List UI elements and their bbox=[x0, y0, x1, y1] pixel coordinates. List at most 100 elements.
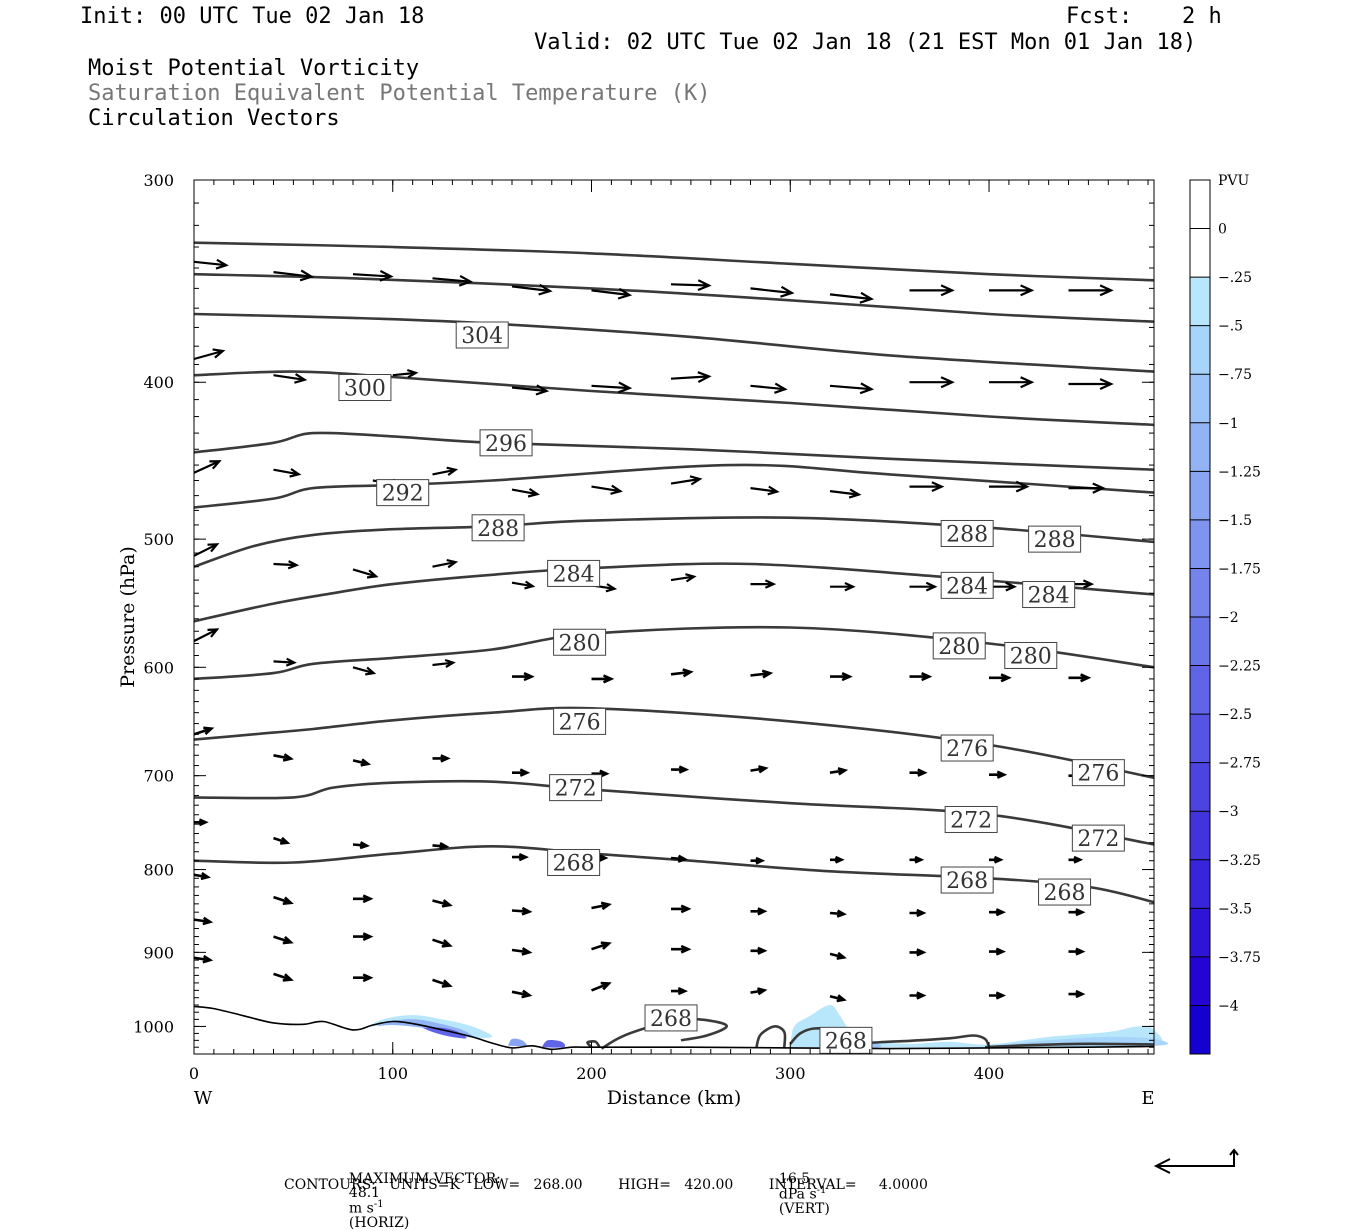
circulation-vector bbox=[830, 855, 845, 864]
field-title-theta-es: Saturation Equivalent Potential Temperat… bbox=[88, 81, 711, 106]
circulation-vector bbox=[909, 284, 955, 297]
cross-section-chart: 304 300 296 292 288 288 288 284 284 284 280 280 280 2… bbox=[117, 171, 1261, 1174]
contour-label-box bbox=[547, 848, 601, 876]
contour-label-box bbox=[1071, 759, 1125, 787]
circulation-vector bbox=[989, 908, 1006, 917]
circulation-vector bbox=[511, 989, 533, 999]
y-tick-label: 600 bbox=[143, 658, 174, 677]
circulation-vector bbox=[989, 284, 1035, 297]
field-title-mpv: Moist Potential Vorticity bbox=[88, 56, 420, 81]
circulation-vector bbox=[829, 382, 875, 395]
circulation-vector bbox=[829, 909, 847, 918]
colorbar-swatch bbox=[1190, 422, 1210, 472]
colorbar-swatch bbox=[1190, 568, 1210, 618]
circulation-vector bbox=[512, 672, 535, 682]
vert-exponent: -1 bbox=[816, 1185, 827, 1196]
colorbar-swatch bbox=[1190, 714, 1210, 764]
east-label: E bbox=[1141, 1088, 1154, 1109]
circulation-vector bbox=[909, 855, 925, 864]
circulation-vector bbox=[909, 481, 945, 493]
contour-label: 300 bbox=[344, 377, 386, 402]
contour-label: 268 bbox=[946, 869, 988, 894]
circulation-vector bbox=[750, 669, 774, 679]
contour-label-box bbox=[932, 632, 986, 660]
circulation-vector bbox=[353, 932, 374, 941]
circulation-vector bbox=[1068, 855, 1084, 864]
circulation-vector bbox=[273, 373, 308, 384]
contour-label-box bbox=[1038, 878, 1092, 906]
circulation-vector bbox=[750, 765, 769, 774]
circulation-vector bbox=[432, 899, 453, 908]
colorbar-level-label: −4 bbox=[1218, 998, 1239, 1014]
forecast-hour: 2 h bbox=[1182, 4, 1222, 29]
contour-label: 272 bbox=[1077, 827, 1119, 852]
contour-label-box bbox=[940, 866, 994, 894]
circulation-vector bbox=[1068, 947, 1086, 956]
isentrope-268 bbox=[193, 844, 1155, 904]
x-tick-label: 0 bbox=[189, 1064, 199, 1083]
y-tick-label: 500 bbox=[143, 530, 174, 549]
reference-vector-arrow bbox=[1153, 1148, 1239, 1174]
isentrope-272 bbox=[193, 779, 1155, 846]
colorbar-swatch bbox=[1190, 180, 1210, 230]
colorbar-level-label: −1.25 bbox=[1218, 464, 1261, 480]
circulation-vector bbox=[193, 348, 226, 361]
plot-frame bbox=[193, 179, 1155, 1055]
circulation-vector bbox=[671, 987, 688, 996]
circulation-vector bbox=[591, 484, 623, 495]
x-tick-label: 200 bbox=[576, 1064, 607, 1083]
circulation-vector bbox=[591, 287, 633, 300]
circulation-vector bbox=[909, 768, 928, 777]
circulation-vector bbox=[909, 991, 927, 1000]
colorbar-level-label: −2 bbox=[1218, 610, 1239, 626]
circulation-vector bbox=[750, 485, 780, 496]
circulation-vector bbox=[352, 841, 370, 850]
mpv-patch bbox=[508, 1038, 527, 1047]
isentrope-296 bbox=[193, 431, 1155, 471]
colorbar-level-label: −2.25 bbox=[1218, 659, 1261, 675]
valid-time: Valid: 02 UTC Tue 02 Jan 18 (21 EST Mon … bbox=[534, 30, 1197, 55]
circulation-vector bbox=[432, 466, 459, 476]
vector-layer bbox=[193, 258, 1114, 1003]
x-tick-label: 100 bbox=[377, 1064, 408, 1083]
colorbar-level-label: −3.5 bbox=[1218, 901, 1252, 917]
contour-label: 272 bbox=[555, 777, 597, 802]
contour-label-box bbox=[940, 519, 994, 547]
circulation-vector bbox=[432, 978, 453, 988]
colorbar-level-label: −1 bbox=[1218, 416, 1239, 432]
circulation-vector bbox=[273, 468, 302, 478]
isentrope-surface bbox=[985, 1042, 1155, 1049]
horiz-tag: (HORIZ) bbox=[348, 1214, 410, 1231]
vert-tag: (VERT) bbox=[778, 1200, 830, 1217]
circulation-vector bbox=[352, 269, 394, 282]
y-tick-label: 900 bbox=[143, 943, 174, 962]
circulation-vector bbox=[273, 560, 300, 570]
circulation-vector bbox=[194, 818, 209, 827]
isentrope-288 bbox=[193, 516, 1155, 568]
colorbar-unit: PVU bbox=[1218, 173, 1250, 189]
y-axis-title: Pressure (hPa) bbox=[117, 546, 139, 688]
circulation-vector bbox=[353, 973, 374, 983]
mpv-patch bbox=[422, 1027, 467, 1039]
circulation-vector bbox=[512, 768, 531, 777]
colorbar-swatch bbox=[1190, 519, 1210, 569]
isentrope-308 bbox=[193, 241, 1155, 282]
circulation-vector bbox=[989, 673, 1012, 683]
contour-label-box bbox=[338, 374, 392, 402]
circulation-vector bbox=[273, 935, 294, 945]
contour-label: 284 bbox=[553, 562, 595, 587]
contour-label-box bbox=[940, 571, 994, 599]
circulation-vector bbox=[909, 908, 927, 918]
circulation-vector bbox=[750, 987, 768, 996]
isentrope-surface bbox=[586, 1040, 601, 1049]
max-vector-label: MAXIMUM VECTOR: bbox=[348, 1171, 501, 1187]
colorbar-swatch bbox=[1190, 228, 1210, 278]
contour-label-box bbox=[549, 774, 603, 802]
circulation-vector bbox=[273, 269, 315, 282]
contour-label-box bbox=[376, 479, 430, 507]
circulation-vector bbox=[353, 894, 374, 904]
colorbar-swatch bbox=[1190, 665, 1210, 715]
colorbar-level-label: −3 bbox=[1218, 804, 1239, 820]
contour-label: 276 bbox=[559, 710, 601, 735]
circulation-vector bbox=[193, 543, 220, 557]
